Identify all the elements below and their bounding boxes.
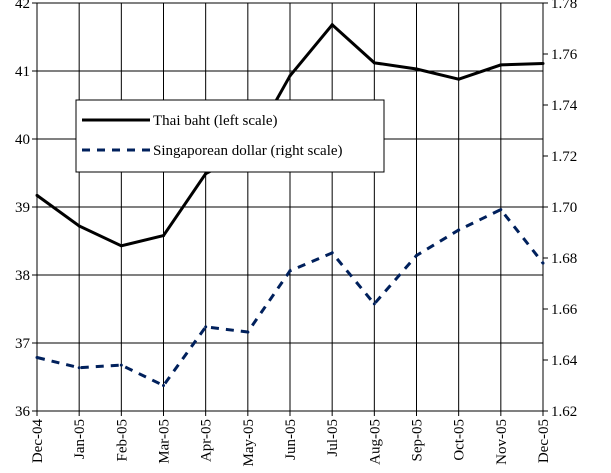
x-tick-label-aug-05: Aug-05 <box>367 419 383 465</box>
right-tick-label: 1.74 <box>551 98 578 114</box>
data-point-singaporean-dollar-right-scale-sep-05 <box>415 254 418 257</box>
left-axis: 36 37 38 39 40 41 42 <box>15 0 37 420</box>
data-point-thai-baht-left-scale-nov-05 <box>499 63 503 67</box>
right-tick-label: 1.66 <box>551 302 578 318</box>
right-tick-label: 1.64 <box>551 353 578 369</box>
data-point-singaporean-dollar-right-scale-jun-05 <box>288 269 292 273</box>
x-tick-label-jul-05: Jul-05 <box>325 419 341 457</box>
x-tick-label-nov-05: Nov-05 <box>494 419 510 465</box>
x-tick-label-apr-05: Apr-05 <box>199 419 215 462</box>
grid-lines <box>36 2 544 412</box>
left-tick-label: 36 <box>15 404 31 420</box>
right-tick-label: 1.62 <box>551 404 577 420</box>
data-point-singaporean-dollar-right-scale-dec-05 <box>541 261 545 265</box>
right-tick-label: 1.70 <box>551 200 577 216</box>
left-tick-label: 37 <box>15 336 31 352</box>
data-point-thai-baht-left-scale-dec-05 <box>541 62 545 65</box>
x-axis: Dec-04 Jan-05 Feb-05 Mar-05 Apr-05 May-05 Jun-… <box>30 411 552 467</box>
data-point-thai-baht-left-scale-dec-04 <box>35 193 39 197</box>
data-point-singaporean-dollar-right-scale-nov-05 <box>499 208 503 212</box>
x-tick-label-jan-05: Jan-05 <box>72 419 88 459</box>
left-tick-label: 41 <box>15 64 30 80</box>
data-point-singaporean-dollar-right-scale-oct-05 <box>457 228 461 232</box>
right-tick-label: 1.72 <box>551 149 577 165</box>
right-tick-label: 1.78 <box>551 0 577 12</box>
left-tick-label: 38 <box>15 268 30 284</box>
x-tick-label-dec-04: Dec-04 <box>30 419 46 464</box>
data-point-singaporean-dollar-right-scale-jul-05 <box>330 251 334 255</box>
data-point-thai-baht-left-scale-oct-05 <box>457 77 461 81</box>
data-point-thai-baht-left-scale-sep-05 <box>415 67 418 71</box>
data-point-thai-baht-left-scale-jan-05 <box>77 224 81 228</box>
data-point-singaporean-dollar-right-scale-apr-05 <box>204 325 208 329</box>
data-point-thai-baht-left-scale-aug-05 <box>372 61 376 65</box>
x-tick-label-sep-05: Sep-05 <box>410 419 426 462</box>
x-tick-label-mar-05: Mar-05 <box>157 419 173 464</box>
x-tick-label-may-05: May-05 <box>241 419 257 467</box>
left-tick-label: 39 <box>15 200 30 216</box>
data-point-thai-baht-left-scale-mar-05 <box>162 234 165 238</box>
x-tick-label-dec-05: Dec-05 <box>536 419 552 463</box>
data-point-thai-baht-left-scale-feb-05 <box>119 244 123 248</box>
x-tick-label-oct-05: Oct-05 <box>452 419 468 461</box>
data-point-singaporean-dollar-right-scale-may-05 <box>246 330 250 334</box>
data-point-singaporean-dollar-right-scale-feb-05 <box>119 363 123 367</box>
legend-box <box>75 99 385 173</box>
legend: Thai baht (left scale) Singaporean dolla… <box>75 99 385 173</box>
data-point-thai-baht-left-scale-jul-05 <box>330 23 334 27</box>
data-point-singaporean-dollar-right-scale-dec-04 <box>35 356 39 359</box>
right-tick-label: 1.68 <box>551 251 577 267</box>
x-tick-label-jun-05: Jun-05 <box>283 419 299 460</box>
x-tick-label-feb-05: Feb-05 <box>114 419 130 462</box>
right-axis: 1.62 1.64 1.66 1.68 1.70 1.72 1.74 1.76 1.78 <box>543 0 578 420</box>
data-point-singaporean-dollar-right-scale-mar-05 <box>162 384 165 387</box>
data-point-thai-baht-left-scale-jun-05 <box>288 74 292 78</box>
left-tick-label: 42 <box>15 0 30 12</box>
data-point-thai-baht-left-scale-apr-05 <box>204 172 208 176</box>
data-point-singaporean-dollar-right-scale-aug-05 <box>372 302 376 306</box>
left-tick-label: 40 <box>15 132 30 148</box>
legend-label-singapore-dollar: Singaporean dollar (right scale) <box>153 143 343 159</box>
data-point-singaporean-dollar-right-scale-jan-05 <box>77 366 81 370</box>
right-tick-label: 1.76 <box>551 47 578 63</box>
legend-label-thai-baht: Thai baht (left scale) <box>153 113 278 129</box>
